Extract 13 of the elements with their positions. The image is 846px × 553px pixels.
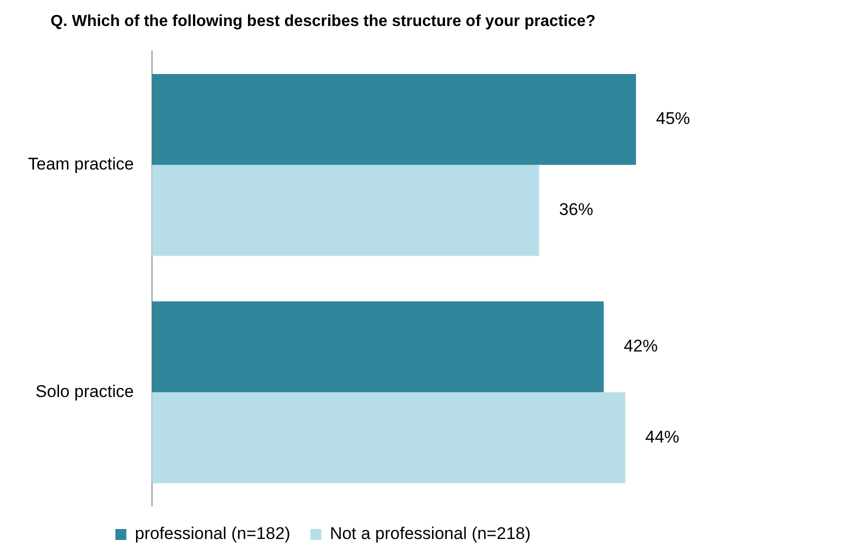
data-label: 42% (624, 336, 658, 356)
y-tick-label: Solo practice (36, 382, 134, 401)
bar (152, 164, 540, 256)
y-tick-label: Team practice (28, 154, 134, 174)
data-label: 44% (645, 427, 680, 446)
legend-label: professional (n=182) (134, 524, 290, 544)
data-label: 45% (656, 109, 690, 128)
bar (152, 301, 604, 392)
chart-title: Q. Which of the following best describes the structure of your practice? (50, 13, 596, 30)
legend-label: Not a professional (n=218) (330, 524, 531, 544)
bar (152, 74, 636, 165)
data-label: 36% (559, 200, 594, 220)
bar (152, 392, 626, 484)
